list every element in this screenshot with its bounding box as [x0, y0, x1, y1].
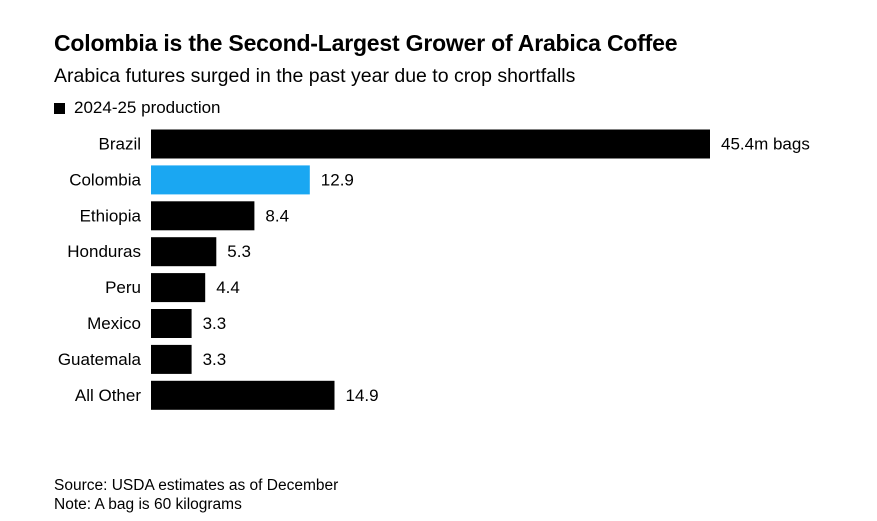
bar-mexico: [151, 309, 192, 338]
category-label-peru: Peru: [105, 278, 141, 297]
category-label-honduras: Honduras: [67, 242, 141, 261]
category-label-ethiopia: Ethiopia: [80, 206, 142, 225]
value-label-honduras: 5.3: [227, 242, 251, 261]
value-label-mexico: 3.3: [203, 314, 227, 333]
bar-all-other: [151, 380, 335, 410]
bar-brazil: [151, 129, 710, 159]
value-label-guatemala: 3.3: [203, 350, 227, 369]
category-label-brazil: Brazil: [98, 135, 141, 154]
legend-swatch: [54, 102, 65, 114]
footnote: Note: A bag is 60 kilograms: [54, 496, 242, 513]
value-label-peru: 4.4: [216, 278, 240, 297]
category-label-colombia: Colombia: [69, 170, 141, 189]
value-label-ethiopia: 8.4: [265, 206, 289, 225]
category-label-guatemala: Guatemala: [58, 350, 142, 369]
value-label-colombia: 12.9: [321, 170, 354, 189]
chart-subtitle: Arabica futures surged in the past year …: [54, 65, 576, 87]
value-label-brazil: 45.4m bags: [721, 135, 810, 154]
bar-colombia: [151, 165, 310, 195]
bar-chart: Brazil 45.4m bags Colombia 12.9 Ethiopia 8.4 H…: [58, 129, 810, 410]
bar-peru: [151, 273, 206, 303]
chart-title: Colombia is the Second-Largest Grower of…: [54, 30, 678, 56]
category-label-mexico: Mexico: [87, 314, 141, 333]
source-note: Source: USDA estimates as of December: [54, 477, 339, 494]
chart-legend: 2024-25 production: [54, 98, 221, 118]
bar-honduras: [151, 237, 217, 267]
bar-guatemala: [151, 344, 192, 374]
legend-label: 2024-25 production: [74, 98, 221, 117]
bar-ethiopia: [151, 201, 255, 231]
value-label-all-other: 14.9: [346, 386, 379, 405]
category-label-all-other: All Other: [75, 386, 141, 405]
